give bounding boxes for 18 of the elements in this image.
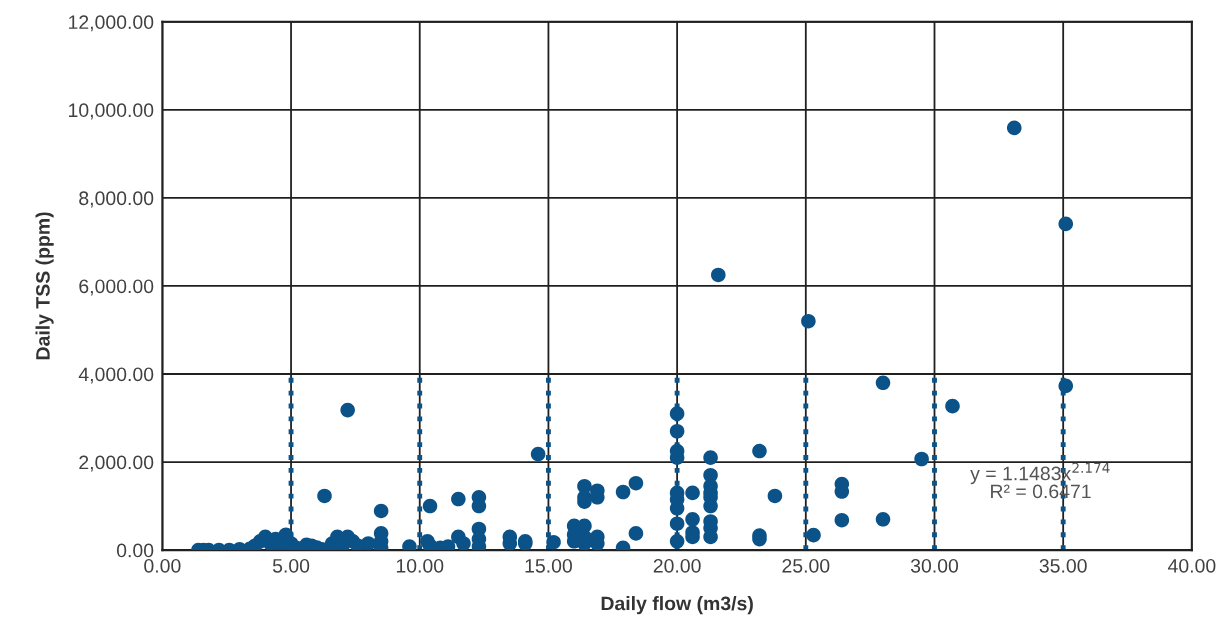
x-tick-label: 15.00	[525, 558, 572, 573]
x-tick-label: 40.00	[1167, 558, 1216, 573]
x-tick-label: 35.00	[1039, 558, 1087, 573]
y-tick-label: 10,000.00	[69, 103, 154, 120]
x-tick-label: 25.00	[782, 558, 830, 573]
y-tick-label: 0.00	[116, 543, 154, 558]
x-tick-label: 10.00	[396, 558, 444, 573]
x-tick-label: 0.00	[144, 558, 181, 573]
y-tick-label: 12,000.00	[69, 15, 154, 32]
y-tick-label: 2,000.00	[79, 455, 154, 472]
y-tick-label: 8,000.00	[79, 191, 154, 208]
y-tick-label: 4,000.00	[78, 367, 154, 384]
y-tick-label: 6,000.00	[79, 279, 154, 296]
x-tick-label: 5.00	[272, 558, 310, 573]
x-tick-label: 20.00	[653, 558, 701, 573]
y-axis-title: Daily TSS (ppm)	[35, 212, 54, 360]
x-axis-title: Daily flow (m3/s)	[601, 596, 753, 615]
x-tick-label: 30.00	[910, 558, 959, 573]
